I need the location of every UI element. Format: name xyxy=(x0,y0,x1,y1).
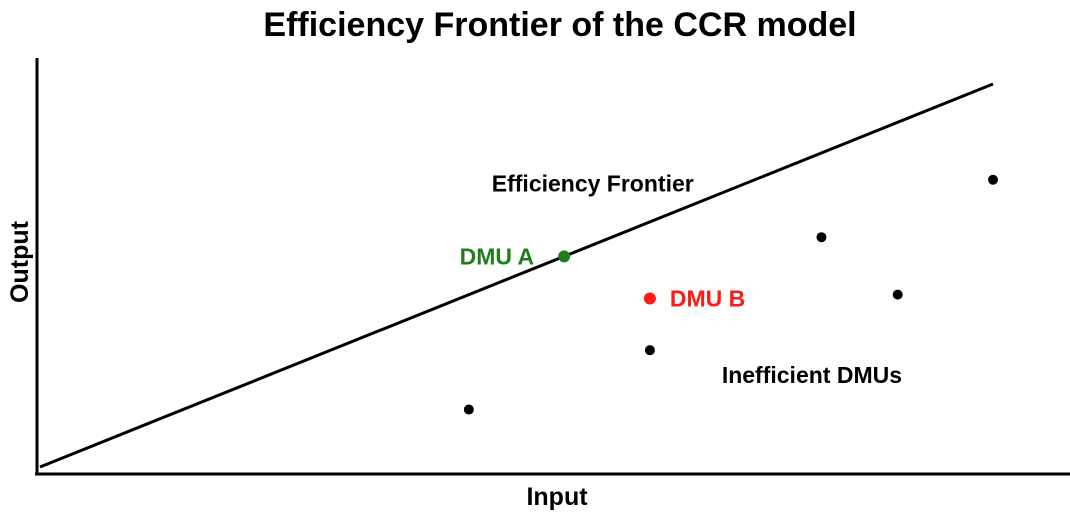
dmu-b-point xyxy=(643,292,656,305)
inefficient-annotation: Inefficient DMUs xyxy=(722,362,902,388)
x-axis-label: Input xyxy=(526,483,588,511)
dmu-4-point xyxy=(892,289,903,300)
dmu-2-point xyxy=(644,345,655,356)
dmu-b-label: DMU B xyxy=(670,285,745,311)
dmu-1-point xyxy=(463,404,474,415)
chart-title: Efficiency Frontier of the CCR model xyxy=(263,6,857,44)
dmu-a-label: DMU A xyxy=(460,243,535,269)
dmu-3-point xyxy=(816,232,827,243)
dmu-5-point xyxy=(988,174,998,185)
chart-marks: Efficiency Frontier Inefficient DMUs DMU A… xyxy=(39,82,998,469)
dmu-a-point xyxy=(558,250,571,263)
efficiency-frontier-line xyxy=(39,82,994,469)
frontier-annotation: Efficiency Frontier xyxy=(492,171,694,197)
axes xyxy=(35,58,1070,476)
y-axis-label: Output xyxy=(6,220,34,303)
